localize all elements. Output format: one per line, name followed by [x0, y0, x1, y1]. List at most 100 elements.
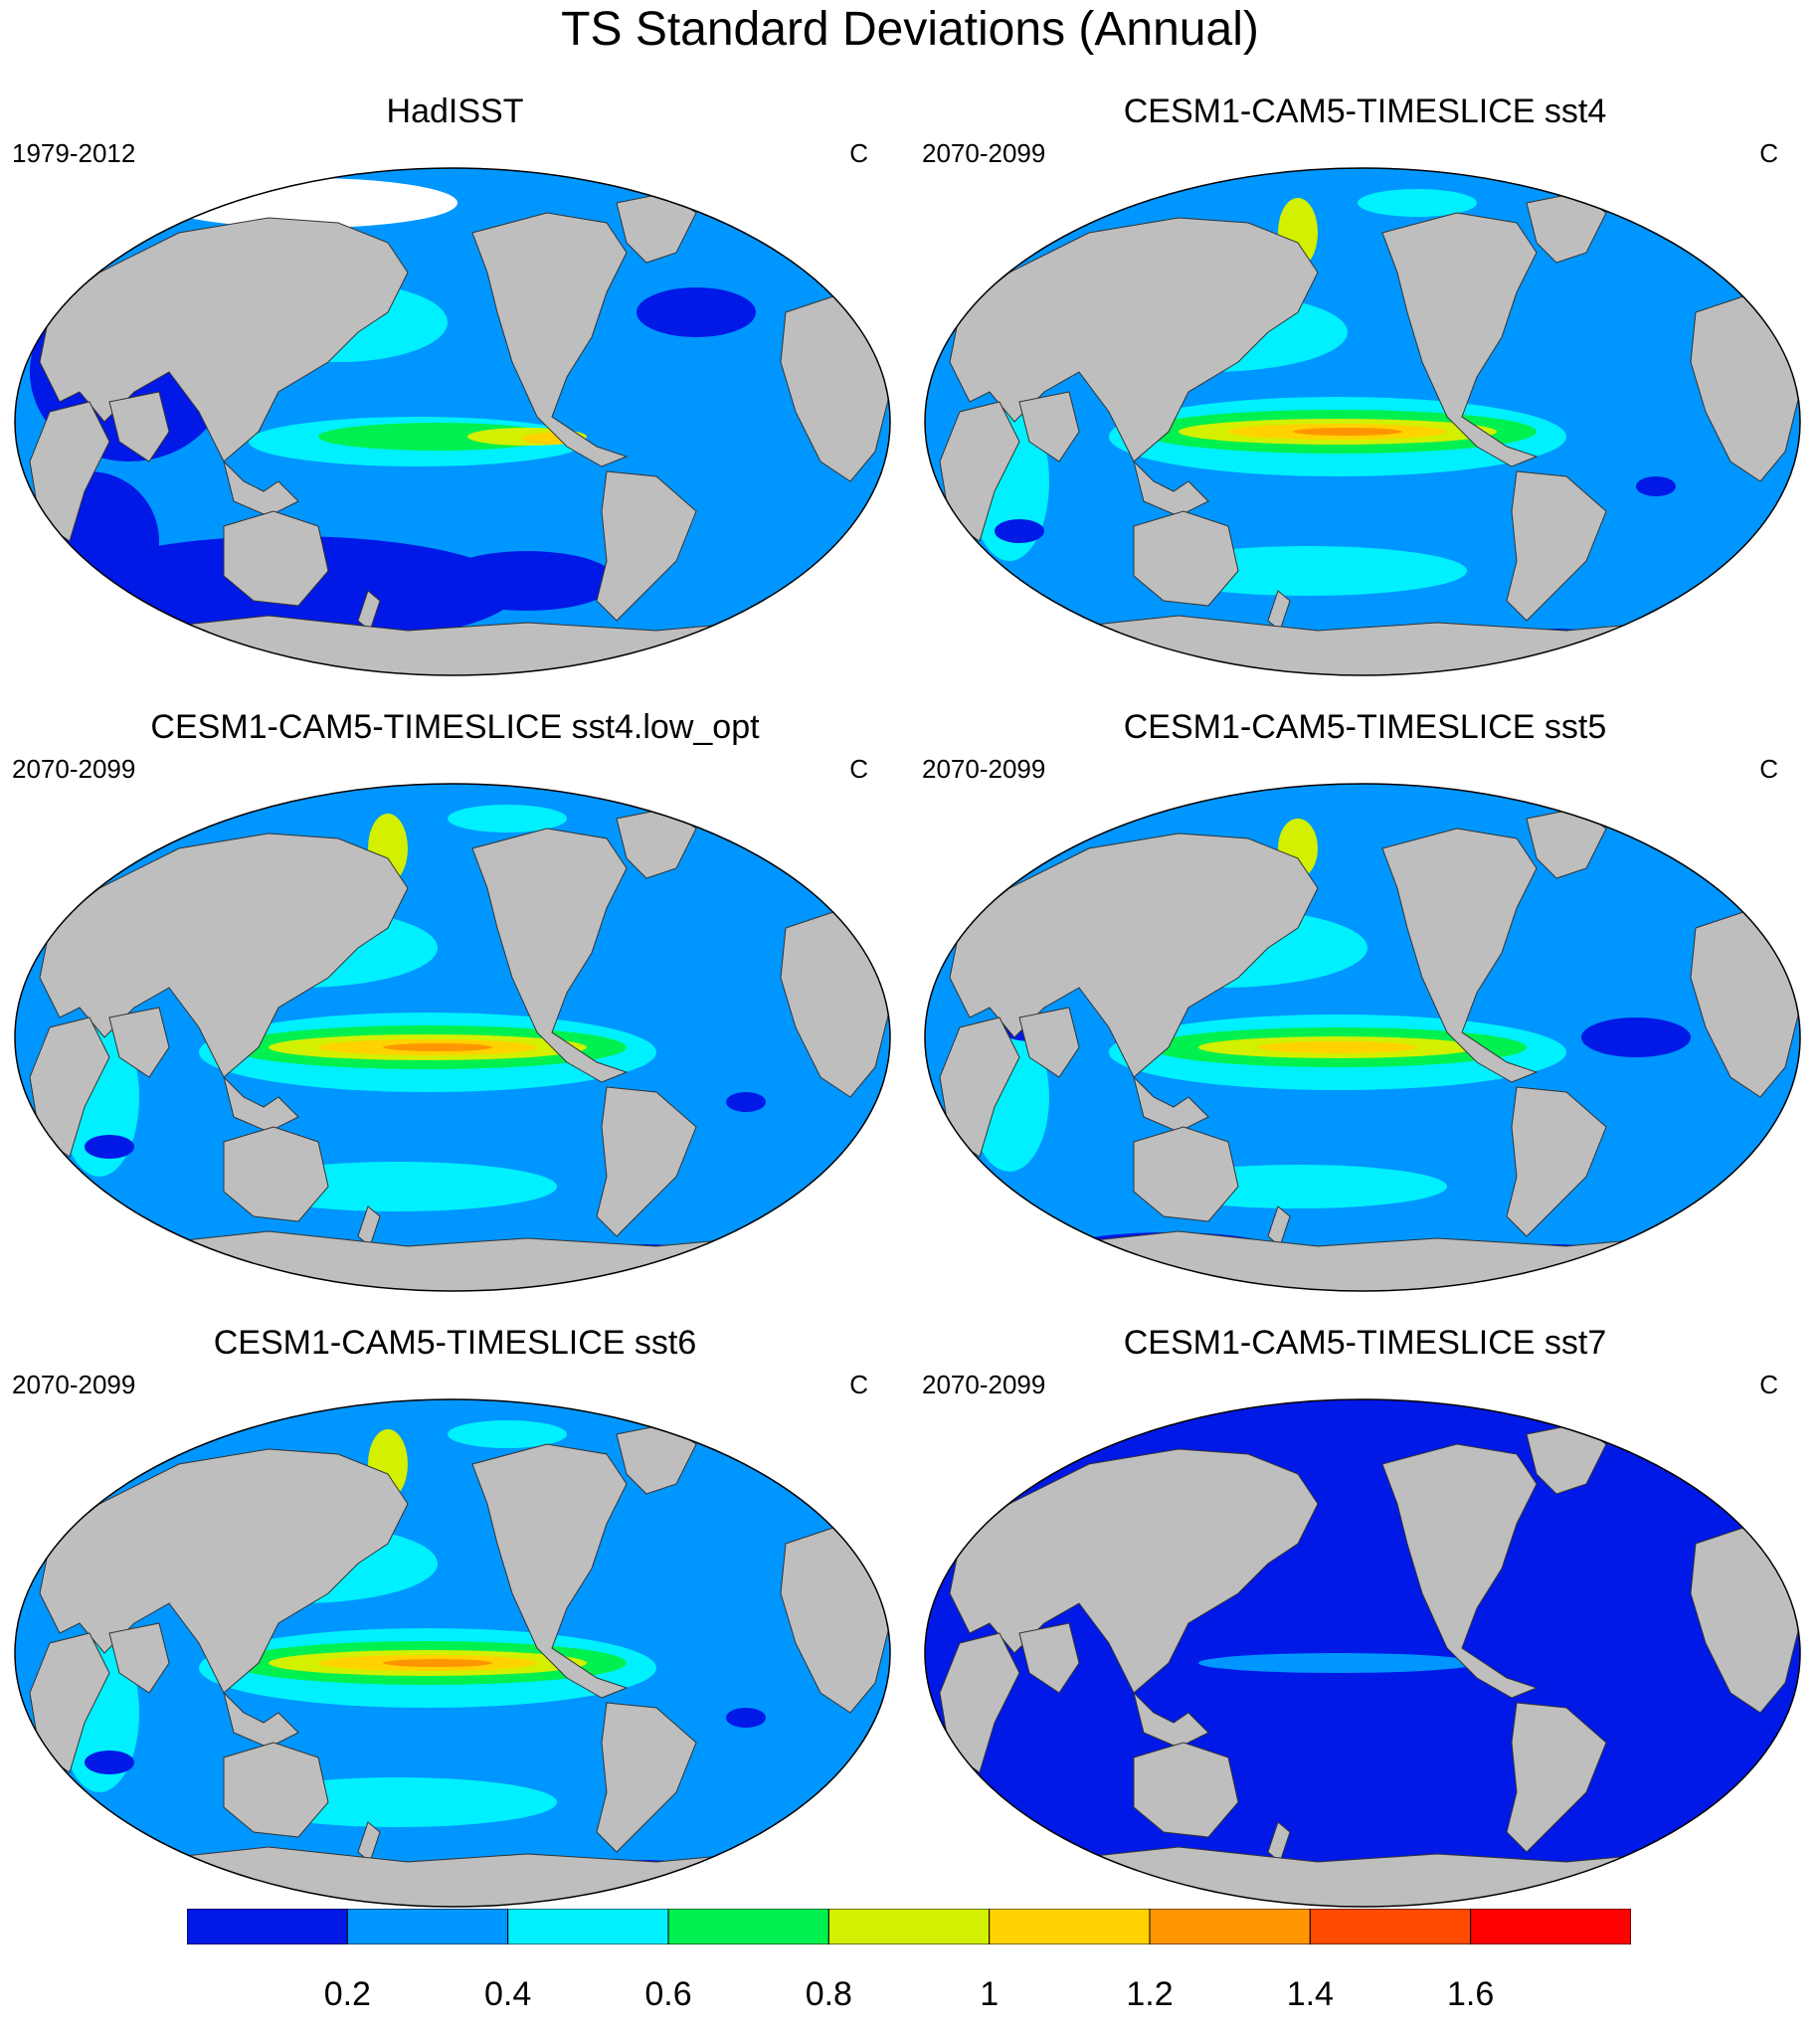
arabia-india-land [1018, 1007, 1080, 1078]
panel-units: C [1759, 1370, 1778, 1399]
colorbar-bin [507, 1909, 669, 1944]
north-america-land [471, 1443, 629, 1699]
panel-hadisst: HadISST 1979-2012 C [0, 90, 910, 706]
panel-title: CESM1-CAM5-TIMESLICE sst4 [1123, 92, 1607, 130]
panel-title: CESM1-CAM5-TIMESLICE sst4.low_opt [150, 708, 760, 746]
south-america-land [596, 470, 697, 622]
panel-period: 2070-2099 [922, 754, 1046, 784]
colorbar-tick-label: 1.4 [1286, 1975, 1334, 2013]
panel-units: C [1759, 754, 1778, 784]
south-america-land [1506, 1702, 1607, 1853]
map-content [925, 1399, 1800, 1907]
colorbar-bin [1470, 1909, 1631, 1944]
world-map [924, 783, 1801, 1292]
panel-title: HadISST [386, 92, 524, 130]
australia-land [223, 1742, 329, 1838]
panel-title: CESM1-CAM5-TIMESLICE sst7 [1123, 1324, 1607, 1362]
world-map [14, 1398, 891, 1908]
contour-region [85, 1135, 134, 1159]
contour-region [1258, 1041, 1417, 1053]
colorbar-bin [827, 1909, 991, 1944]
north-america-land [471, 828, 629, 1083]
panel-sst4: CESM1-CAM5-TIMESLICE sst4 2070-2099 C [910, 90, 1820, 706]
contour-region [438, 551, 617, 611]
south-america-land [596, 1702, 697, 1853]
colorbar-tick-label: 1.2 [1126, 1975, 1174, 2013]
africa-land [29, 1016, 110, 1158]
map-content [15, 168, 890, 675]
map-border [14, 167, 891, 676]
contour-region [726, 1092, 766, 1112]
australia-land [1133, 1126, 1239, 1222]
contour-region [1293, 428, 1402, 436]
panel-sst7: CESM1-CAM5-TIMESLICE sst7 2070-2099 C [910, 1321, 1820, 1938]
panel-period: 2070-2099 [922, 1370, 1046, 1399]
colorbar-bin [1309, 1909, 1472, 1944]
australia-land [223, 1126, 329, 1222]
australia-land [1133, 510, 1239, 607]
north-america-land [1381, 1443, 1539, 1699]
arabia-india-land [1018, 391, 1080, 462]
contour-region [448, 805, 567, 832]
contour-region [1636, 476, 1676, 496]
africa-land [939, 401, 1020, 542]
map-content [925, 168, 1800, 675]
africa-land [29, 401, 110, 542]
map-border [924, 783, 1801, 1292]
colorbar-bin [667, 1909, 829, 1944]
contour-region [448, 1420, 567, 1448]
contour-region [383, 1659, 492, 1667]
arabia-india-land [108, 1622, 170, 1694]
panel-units: C [849, 138, 868, 168]
map-content [925, 784, 1800, 1291]
se-asia-islands-land [223, 1075, 299, 1133]
colorbar-tick-label: 1 [980, 1975, 1000, 2013]
colorbar-bin [187, 1909, 348, 1944]
contour-region [383, 1043, 492, 1051]
colorbar-bin [1149, 1909, 1311, 1944]
africa-land [939, 1632, 1020, 1773]
world-map [924, 167, 1801, 676]
south-america-land [1506, 470, 1607, 622]
colorbar-tick-label: 0.4 [484, 1975, 532, 2013]
arabia-india-land [108, 391, 170, 462]
world-map [14, 783, 891, 1292]
map-border [14, 783, 891, 1292]
panel-sst5: CESM1-CAM5-TIMESLICE sst5 2070-2099 C [910, 705, 1820, 1322]
panel-period: 2070-2099 [12, 754, 136, 784]
africa-land [939, 1016, 1020, 1158]
panel-sst4-low-opt: CESM1-CAM5-TIMESLICE sst4.low_opt 2070-2… [0, 705, 910, 1322]
contour-region [1358, 189, 1477, 217]
panel-title: CESM1-CAM5-TIMESLICE sst6 [213, 1324, 697, 1362]
world-map [924, 1398, 1801, 1908]
map-border [924, 167, 1801, 676]
arabia-india-land [1018, 1622, 1080, 1694]
panel-title: CESM1-CAM5-TIMESLICE sst5 [1123, 708, 1607, 746]
colorbar-tick-label: 0.8 [805, 1975, 852, 2013]
contour-region [1198, 1653, 1477, 1673]
south-america-land [596, 1086, 697, 1237]
panel-units: C [1759, 138, 1778, 168]
australia-land [1133, 1742, 1239, 1838]
arabia-india-land [108, 1007, 170, 1078]
contour-region [1581, 1017, 1691, 1057]
south-america-land [1506, 1086, 1607, 1237]
colorbar-tick-label: 0.2 [323, 1975, 371, 2013]
panel-period: 2070-2099 [12, 1370, 136, 1399]
se-asia-islands-land [223, 1691, 299, 1749]
colorbar-bin [346, 1909, 509, 1944]
se-asia-islands-land [223, 460, 299, 517]
se-asia-islands-land [1133, 1691, 1209, 1749]
contour-region [995, 519, 1044, 543]
colorbar [187, 1909, 1631, 1944]
se-asia-islands-land [1133, 460, 1209, 517]
map-content [15, 1399, 890, 1907]
panel-units: C [849, 754, 868, 784]
north-america-land [1381, 828, 1539, 1083]
se-asia-islands-land [1133, 1075, 1209, 1133]
colorbar-tick-label: 1.6 [1447, 1975, 1495, 2013]
map-border [924, 1398, 1801, 1908]
australia-land [223, 510, 329, 607]
world-map [14, 167, 891, 676]
panel-sst6: CESM1-CAM5-TIMESLICE sst6 2070-2099 C [0, 1321, 910, 1938]
